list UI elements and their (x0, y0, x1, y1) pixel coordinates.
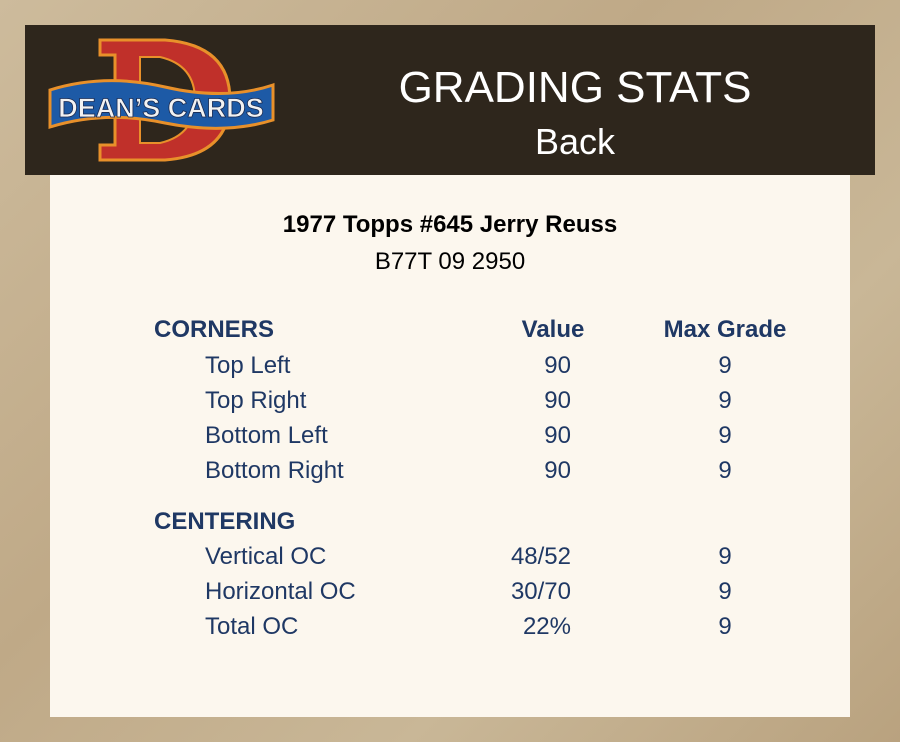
cert-number: B77T 09 2950 (374, 248, 526, 275)
row-value: 90 (544, 457, 571, 484)
row-max-grade: 9 (718, 613, 732, 640)
row-max-grade: 9 (718, 422, 732, 449)
section-heading: CORNERS (154, 316, 275, 343)
table-row: Vertical OC 48/52 9 (50, 542, 850, 577)
row-label: Top Right (205, 387, 307, 414)
row-label: Vertical OC (205, 543, 327, 570)
header: DEAN’S CARDS GRADING STATS Back (25, 25, 875, 175)
centering-header-row: CENTERING (50, 507, 850, 542)
row-max-grade: 9 (718, 578, 732, 605)
table-row: Horizontal OC 30/70 9 (50, 577, 850, 612)
deans-cards-logo: DEAN’S CARDS (48, 38, 275, 162)
row-label: Bottom Right (205, 457, 344, 484)
table-row: Total OC 22% 9 (50, 612, 850, 647)
row-value: 90 (544, 387, 571, 414)
corners-header-row: CORNERS Value Max Grade (50, 315, 850, 350)
column-header-value: Value (521, 316, 585, 343)
page-subtitle: Back (534, 121, 616, 162)
row-value: 22% (522, 613, 571, 640)
row-value: 90 (544, 422, 571, 449)
row-value: 90 (544, 352, 571, 379)
row-max-grade: 9 (718, 543, 732, 570)
row-label: Bottom Left (205, 422, 328, 449)
table-row: Top Left 90 9 (50, 351, 850, 386)
table-row: Top Right 90 9 (50, 386, 850, 421)
row-label: Total OC (205, 613, 299, 640)
stats-card: 1977 Topps #645 Jerry Reuss B77T 09 2950… (50, 175, 850, 717)
row-value: 30/70 (510, 578, 571, 605)
card-title: 1977 Topps #645 Jerry Reuss (282, 211, 618, 238)
table-row: Bottom Right 90 9 (50, 456, 850, 491)
column-header-max-grade: Max Grade (663, 316, 787, 343)
row-label: Horizontal OC (205, 578, 356, 605)
row-max-grade: 9 (718, 387, 732, 414)
row-max-grade: 9 (718, 352, 732, 379)
svg-text:DEAN’S CARDS: DEAN’S CARDS (58, 93, 264, 123)
row-value: 48/52 (510, 543, 571, 570)
row-max-grade: 9 (718, 457, 732, 484)
section-heading: CENTERING (154, 508, 296, 535)
page-title: GRADING STATS (398, 63, 752, 112)
row-label: Top Left (205, 352, 291, 379)
table-row: Bottom Left 90 9 (50, 421, 850, 456)
